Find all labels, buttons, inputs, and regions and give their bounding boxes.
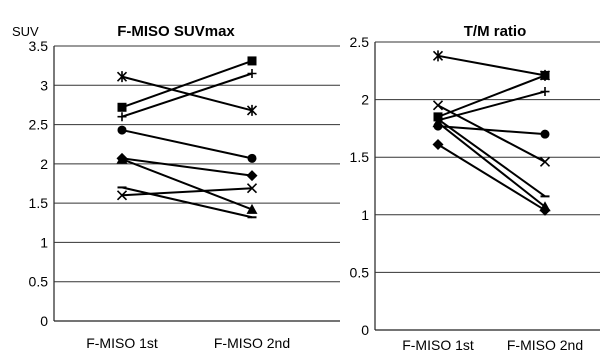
series-line <box>121 187 253 197</box>
gridlines <box>53 45 340 322</box>
asterisk-marker <box>432 50 444 62</box>
asterisk-marker <box>116 71 128 83</box>
chart-title: T/M ratio <box>464 23 527 40</box>
gridlines <box>374 41 600 331</box>
x-marker <box>432 100 444 111</box>
series <box>432 117 551 212</box>
chart-tm-ratio: T/M ratio 00.511.522.5 F-MISO 1st F-MISO … <box>350 23 600 353</box>
y-tick-label: 2 <box>361 92 369 108</box>
plus-marker <box>247 69 257 78</box>
diamond-marker <box>246 170 258 182</box>
x-tick-label: F-MISO 2nd <box>507 337 583 353</box>
x-marker <box>539 156 551 167</box>
y-tick-label: 0.5 <box>29 274 49 290</box>
y-tick-label: 2.5 <box>29 117 49 133</box>
diamond-marker <box>539 204 551 216</box>
y-tick-label: 2 <box>40 156 48 172</box>
series-line <box>121 158 253 211</box>
series <box>432 50 551 81</box>
series-line <box>437 121 546 208</box>
series-line <box>121 72 253 118</box>
series-lines <box>116 56 258 219</box>
y-tick-label: 2.5 <box>350 34 370 50</box>
series-line <box>121 75 253 112</box>
triangle-marker <box>432 117 444 128</box>
y-tick-label: 1.5 <box>350 149 370 165</box>
square-marker <box>247 56 257 66</box>
y-tick-label: 0 <box>40 313 48 329</box>
circle-marker <box>117 125 127 135</box>
y-tick-label: 1 <box>361 207 369 223</box>
series <box>116 71 258 116</box>
x-marker <box>246 183 258 194</box>
y-tick-label: 0.5 <box>350 264 370 280</box>
x-tick-label: F-MISO 2nd <box>214 335 290 351</box>
chart-title: F-MISO SUVmax <box>117 23 235 40</box>
chart-suvmax: SUV F-MISO SUVmax 0 0.5 1 1.5 2 2.5 3 3.5 F-MIS… <box>12 23 340 351</box>
series <box>116 153 258 214</box>
circle-marker <box>540 129 550 139</box>
series <box>432 139 551 216</box>
series <box>117 56 257 112</box>
circle-marker <box>247 153 257 163</box>
series-line <box>121 59 253 109</box>
diamond-marker <box>432 139 444 151</box>
series-line <box>437 143 546 212</box>
series-line <box>437 118 546 198</box>
x-tick-labels: F-MISO 1st F-MISO 2nd <box>86 335 290 351</box>
series-line <box>437 104 546 163</box>
y-tick-label: 0 <box>361 322 369 338</box>
y-axis-label: SUV <box>12 24 39 39</box>
y-tick-label: 3 <box>40 77 48 93</box>
series <box>433 87 550 125</box>
x-tick-labels: F-MISO 1st F-MISO 2nd <box>402 337 583 353</box>
asterisk-marker <box>246 104 258 116</box>
triangle-marker <box>116 153 128 164</box>
y-tick-labels: 0 0.5 1 1.5 2 2.5 3 3.5 <box>29 38 49 329</box>
series-line <box>437 54 546 77</box>
series <box>433 121 550 139</box>
plus-marker <box>540 87 550 97</box>
series-lines <box>432 50 551 216</box>
x-tick-label: F-MISO 1st <box>86 335 158 351</box>
y-tick-label: 1.5 <box>29 195 49 211</box>
series-line <box>437 74 546 118</box>
series-line <box>121 186 253 219</box>
series-line <box>121 157 253 177</box>
y-tick-label: 1 <box>40 234 48 250</box>
square-marker <box>540 70 550 80</box>
series <box>433 70 550 122</box>
series <box>116 183 258 201</box>
series <box>432 100 551 167</box>
square-marker <box>117 102 127 112</box>
series <box>117 69 257 122</box>
series-line <box>121 129 253 160</box>
x-marker <box>116 190 128 201</box>
triangle-marker <box>246 203 258 214</box>
series <box>117 125 257 163</box>
y-tick-labels: 0 0.5 1 1.5 2 2.5 <box>350 34 370 338</box>
series <box>117 186 257 219</box>
x-tick-label: F-MISO 1st <box>402 337 474 353</box>
series-line <box>437 125 546 136</box>
plus-marker <box>117 112 127 122</box>
series <box>116 152 258 182</box>
y-tick-label: 3.5 <box>29 38 49 54</box>
